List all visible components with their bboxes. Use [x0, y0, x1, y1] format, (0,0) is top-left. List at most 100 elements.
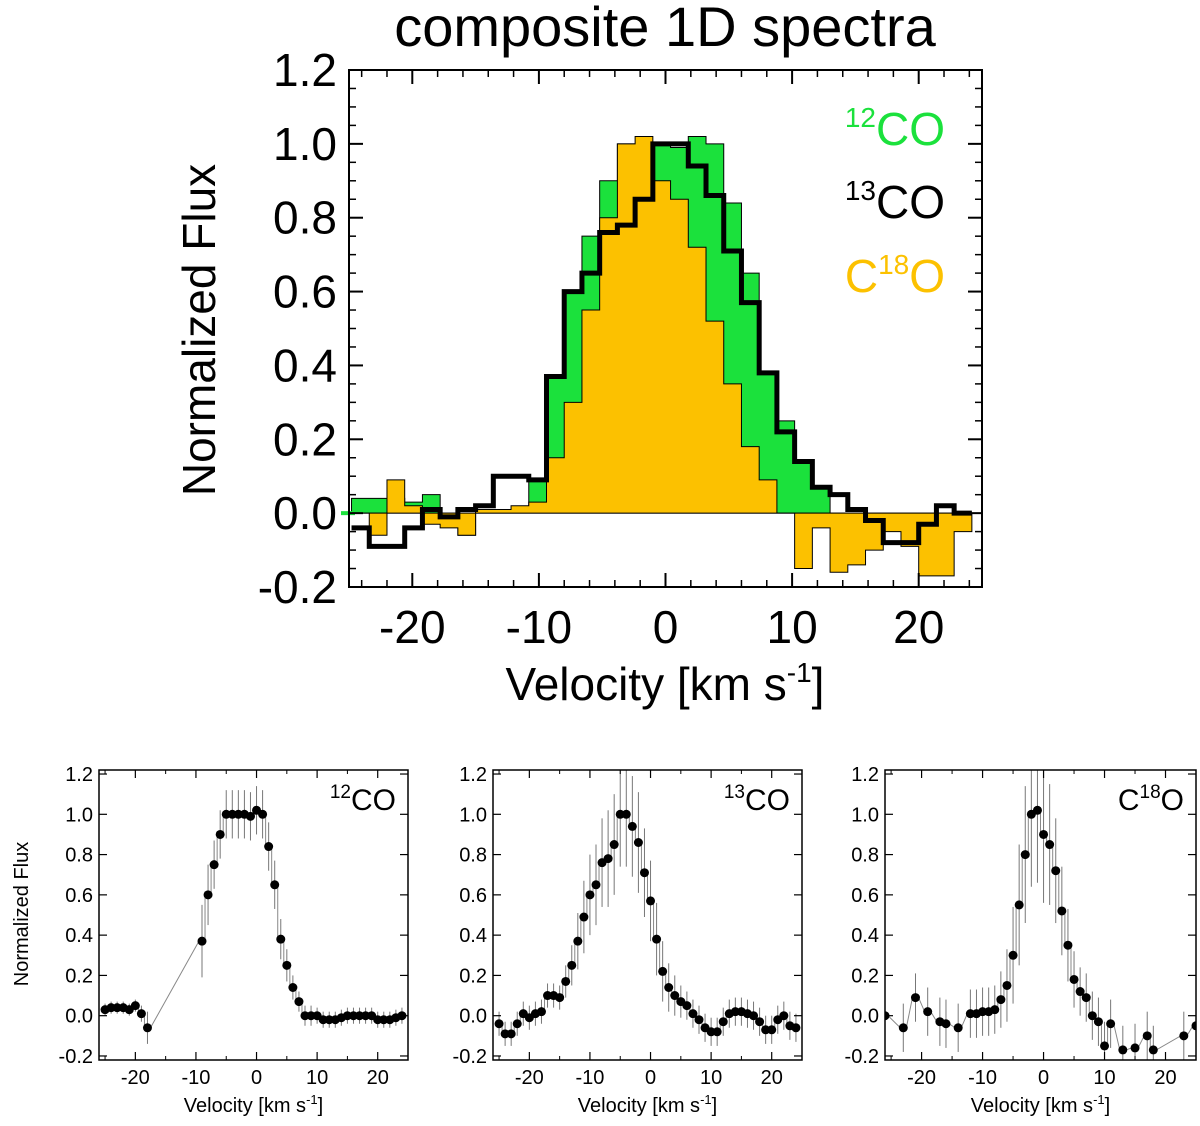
data-point [1100, 1041, 1110, 1051]
x-axis-label-end: ] [812, 658, 825, 710]
data-point [1130, 1043, 1140, 1053]
y-tick-label: 0.8 [459, 845, 487, 867]
species-base: CO [351, 784, 396, 817]
data-point [755, 1017, 765, 1027]
panel-x-axis-label: Velocity [km s-1] [578, 1092, 717, 1117]
y-tick-label: 0.8 [65, 845, 93, 867]
plot-area [351, 135, 973, 577]
data-point [627, 821, 637, 831]
x-tick-label: -20 [121, 1067, 150, 1089]
series-C18O-fill [351, 135, 973, 577]
data-point [555, 993, 565, 1003]
data-point [1002, 980, 1012, 990]
data-point [688, 1009, 698, 1019]
legend-12co-sup: 12 [845, 102, 876, 133]
data-point [621, 809, 631, 819]
x-tick-label: -10 [506, 601, 572, 653]
panel-frame [98, 769, 409, 1061]
data-point [682, 1001, 692, 1011]
y-tick-label: 1.2 [65, 764, 93, 786]
data-point [694, 1015, 704, 1025]
data-point [288, 983, 298, 992]
y-tick-label: 0.4 [273, 339, 337, 391]
data-point [494, 1019, 504, 1029]
data-point [652, 934, 662, 944]
y-tick-label: 1.2 [459, 764, 487, 786]
panel-x-axis-label-text: Velocity [km s [184, 1095, 306, 1117]
y-tick-label: 1.0 [65, 804, 93, 826]
data-point [1008, 950, 1018, 960]
x-axis-label-sup: -1 [787, 657, 812, 688]
panel-species-label: C18O [1118, 782, 1184, 817]
y-tick-label: -0.2 [59, 1046, 93, 1068]
x-tick-label: 0 [645, 1067, 656, 1089]
y-tick-label: 0.8 [851, 845, 879, 867]
y-tick-label: 0.6 [851, 885, 879, 907]
x-tick-label: 10 [1093, 1067, 1115, 1089]
data-point [536, 1007, 546, 1017]
panel-step-line [102, 809, 405, 1029]
x-tick-label: -20 [379, 601, 445, 653]
panel-x-axis-label: Velocity [km s-1] [971, 1092, 1110, 1117]
panel-x-axis-label-end: ] [712, 1095, 718, 1117]
x-tick-label: -10 [575, 1067, 604, 1089]
panel-x-axis-label-sup: -1 [306, 1092, 318, 1107]
data-point [1039, 829, 1049, 839]
y-tick-label: 1.0 [851, 804, 879, 826]
data-point [941, 1019, 951, 1029]
data-point [136, 1009, 146, 1019]
x-tick-label: 0 [653, 601, 679, 653]
y-tick-label: 1.0 [459, 804, 487, 826]
x-tick-label: 10 [767, 601, 818, 653]
x-tick-label: 20 [1154, 1067, 1176, 1089]
data-point [209, 860, 219, 870]
data-point [1063, 940, 1073, 950]
data-point [1093, 1017, 1103, 1027]
species-sup: 18 [1140, 782, 1161, 803]
data-point [197, 936, 207, 946]
data-point [791, 1023, 801, 1033]
data-point [203, 890, 213, 900]
x-axis-label: Velocity [km s-1] [506, 657, 825, 710]
y-tick-label: 0.4 [851, 925, 879, 947]
panel-species-label: 12CO [330, 782, 396, 817]
data-point [1057, 906, 1067, 916]
panel-x-axis-label-sup: -1 [700, 1092, 712, 1107]
species-sup: 13 [724, 782, 745, 803]
legend-12co-base: CO [876, 103, 945, 155]
y-tick-label: 0.6 [65, 885, 93, 907]
x-tick-label: 0 [251, 1067, 262, 1089]
y-tick-label: -0.2 [845, 1046, 879, 1068]
data-point [1087, 1011, 1097, 1021]
y-tick-label: 0.6 [459, 885, 487, 907]
panel-x-axis-label-end: ] [318, 1095, 324, 1117]
species-sup: 12 [330, 782, 351, 803]
data-point [1069, 974, 1079, 984]
data-point [633, 838, 643, 847]
data-point [245, 811, 255, 821]
legend-c18o-end: O [909, 250, 945, 302]
x-tick-label: -10 [968, 1067, 997, 1089]
data-point [264, 842, 274, 852]
y-tick-label: 0.0 [65, 1006, 93, 1028]
chart-title: composite 1D spectra [394, 0, 936, 58]
data-point [1191, 1021, 1196, 1031]
panel-x-axis-label: Velocity [km s-1] [184, 1092, 323, 1117]
panel-plot-area [494, 770, 801, 1046]
data-point [579, 912, 589, 922]
data-point [567, 960, 577, 970]
y-tick-label: 0.4 [459, 925, 487, 947]
x-tick-label: 20 [367, 1067, 389, 1089]
y-tick-label: 1.2 [851, 764, 879, 786]
x-tick-label: 10 [306, 1067, 328, 1089]
composite-spectra-chart: composite 1D spectra Normalized Flux Vel… [173, 0, 983, 710]
panel-frame [492, 769, 803, 1061]
data-point [591, 880, 601, 890]
legend-13co-sup: 13 [845, 175, 876, 206]
data-point [1032, 805, 1042, 815]
data-point [670, 991, 680, 1001]
x-tick-label: 0 [1038, 1067, 1049, 1089]
legend: 12CO 13CO C18O [845, 102, 945, 302]
y-tick-label: 0.2 [273, 413, 337, 465]
